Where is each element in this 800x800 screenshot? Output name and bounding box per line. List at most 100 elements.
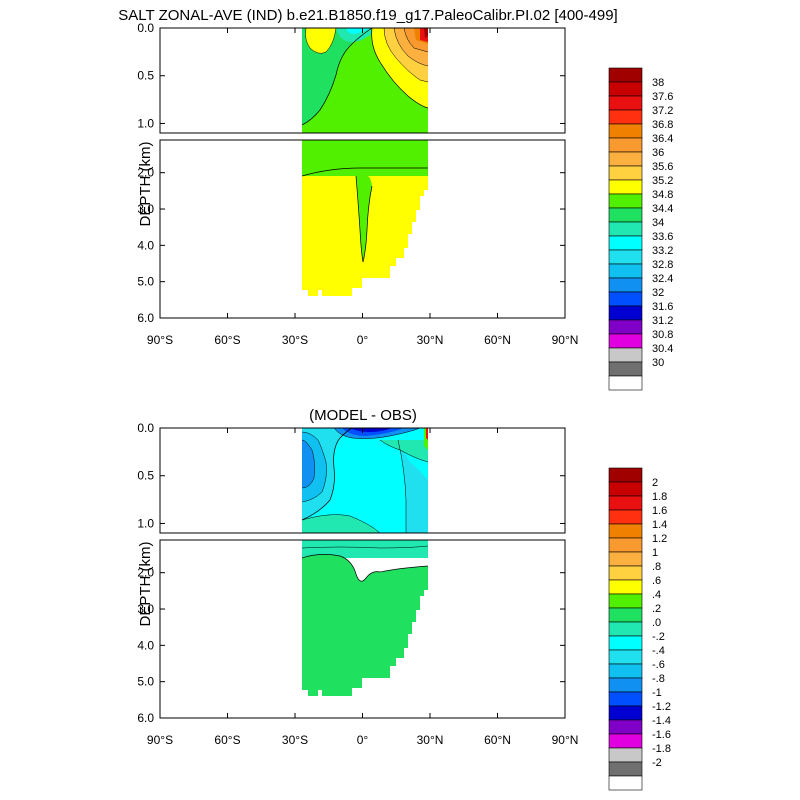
- colorbar-label: 30: [652, 357, 664, 369]
- colorbar-label: 35.2: [652, 175, 673, 187]
- colorbar-label: .8: [652, 561, 661, 573]
- x-tick-label: 60°N: [484, 333, 511, 347]
- colorbar-swatch: [608, 523, 643, 539]
- x-tick-label: 90°N: [552, 733, 579, 747]
- colorbar-swatch: [608, 67, 643, 83]
- colorbar-swatch: [608, 291, 643, 307]
- y-tick-label: 4.0: [137, 638, 154, 652]
- colorbar-swatch: [608, 123, 643, 139]
- colorbar-label: 1.8: [652, 491, 667, 503]
- panel-1-model: DEPTH (km) 90°S 60°S 30°S 0° 30°N 60°N 90°N 0.0…: [137, 21, 673, 391]
- colorbar-swatch: [608, 347, 643, 363]
- panel-1-lower-fill: [301, 140, 428, 296]
- colorbar-label: 34.8: [652, 189, 673, 201]
- x-tick-label: 60°S: [214, 333, 240, 347]
- colorbar-swatch: [608, 775, 643, 791]
- colorbar-swatch: [608, 537, 643, 553]
- colorbar-swatch: [608, 579, 643, 595]
- x-tick-label: 0°: [357, 333, 369, 347]
- colorbar-label: -1.4: [652, 715, 671, 727]
- colorbar-label: 1.4: [652, 519, 667, 531]
- colorbar-label: 36.8: [652, 119, 673, 131]
- y-tick-label: 3.0: [137, 202, 154, 216]
- y-tick-label: 0.0: [137, 421, 154, 435]
- colorbar-swatch: [608, 235, 643, 251]
- colorbar-swatch: [608, 649, 643, 665]
- colorbar-label: 34.4: [652, 203, 673, 215]
- x-tick-label: 60°N: [484, 733, 511, 747]
- colorbar-swatch: [608, 509, 643, 525]
- x-tick-label: 60°S: [214, 733, 240, 747]
- colorbar-label: .4: [652, 589, 661, 601]
- colorbar-label: -1.2: [652, 701, 671, 713]
- y-tick-label: 6.0: [137, 311, 154, 325]
- colorbar-label: -2: [652, 757, 662, 769]
- colorbar-swatch: [608, 207, 643, 223]
- panel-2-model-minus-obs: (MODEL - OBS): [137, 407, 671, 791]
- panel-2-lower-fill: [301, 540, 429, 696]
- panel-1-ylabel: DEPTH (km): [137, 142, 154, 227]
- colorbar-label: 37.2: [652, 105, 673, 117]
- panel-1-upper-fill: [301, 27, 429, 133]
- colorbar-swatch: [608, 277, 643, 293]
- colorbar-swatch: [608, 551, 643, 567]
- colorbar-label: 1: [652, 547, 658, 559]
- panel-2-colorbar: 21.81.61.41.21.8.6.4.2.0-.2-.4-.6-.8-1-1…: [608, 467, 671, 791]
- y-tick-label: 5.0: [137, 275, 154, 289]
- colorbar-swatch: [608, 95, 643, 111]
- colorbar-swatch: [608, 607, 643, 623]
- x-tick-label: 90°S: [147, 733, 173, 747]
- colorbar-swatch: [608, 333, 643, 349]
- x-tick-label: 30°S: [282, 733, 308, 747]
- x-tick-label: 90°S: [147, 333, 173, 347]
- colorbar-swatch: [608, 663, 643, 679]
- y-tick-label: 5.0: [137, 675, 154, 689]
- colorbar-label: 37.6: [652, 91, 673, 103]
- colorbar-swatch: [608, 733, 643, 749]
- colorbar-swatch: [608, 565, 643, 581]
- colorbar-label: 32.8: [652, 259, 673, 271]
- x-tick-label: 0°: [357, 733, 369, 747]
- colorbar-label: 34: [652, 217, 664, 229]
- y-tick-label: 1.0: [137, 516, 154, 530]
- colorbar-swatch: [608, 467, 643, 483]
- colorbar-swatch: [608, 747, 643, 763]
- colorbar-swatch: [608, 375, 643, 391]
- colorbar-label: 36: [652, 147, 664, 159]
- y-tick-label: 2.0: [137, 566, 154, 580]
- colorbar-label: 30.8: [652, 329, 673, 341]
- colorbar-label: 32: [652, 287, 664, 299]
- colorbar-swatch: [608, 691, 643, 707]
- y-tick-label: 0.5: [137, 469, 154, 483]
- colorbar-label: 32.4: [652, 273, 673, 285]
- x-tick-label: 30°N: [417, 733, 444, 747]
- colorbar-swatch: [608, 249, 643, 265]
- colorbar-swatch: [608, 151, 643, 167]
- colorbar-label: .0: [652, 617, 661, 629]
- colorbar-label: 30.4: [652, 343, 673, 355]
- colorbar-swatch: [608, 179, 643, 195]
- colorbar-swatch: [608, 761, 643, 777]
- x-tick-label: 90°N: [552, 333, 579, 347]
- colorbar-label: -.4: [652, 645, 665, 657]
- colorbar-label: .2: [652, 603, 661, 615]
- y-tick-label: 0.5: [137, 69, 154, 83]
- colorbar-swatch: [608, 221, 643, 237]
- main-title: SALT ZONAL-AVE (IND) b.e21.B1850.f19_g17…: [118, 7, 617, 24]
- colorbar-swatch: [608, 263, 643, 279]
- colorbar-label: 33.2: [652, 245, 673, 257]
- colorbar-swatch: [608, 319, 643, 335]
- colorbar-swatch: [608, 705, 643, 721]
- colorbar-label: -1.8: [652, 743, 671, 755]
- colorbar-swatch: [608, 621, 643, 637]
- colorbar-swatch: [608, 193, 643, 209]
- colorbar-label: 31.6: [652, 301, 673, 313]
- x-tick-label: 30°N: [417, 333, 444, 347]
- colorbar-label: 31.2: [652, 315, 673, 327]
- x-tick-label: 30°S: [282, 333, 308, 347]
- colorbar-swatch: [608, 361, 643, 377]
- y-tick-label: 6.0: [137, 711, 154, 725]
- colorbar-label: 1.2: [652, 533, 667, 545]
- colorbar-label: -.2: [652, 631, 665, 643]
